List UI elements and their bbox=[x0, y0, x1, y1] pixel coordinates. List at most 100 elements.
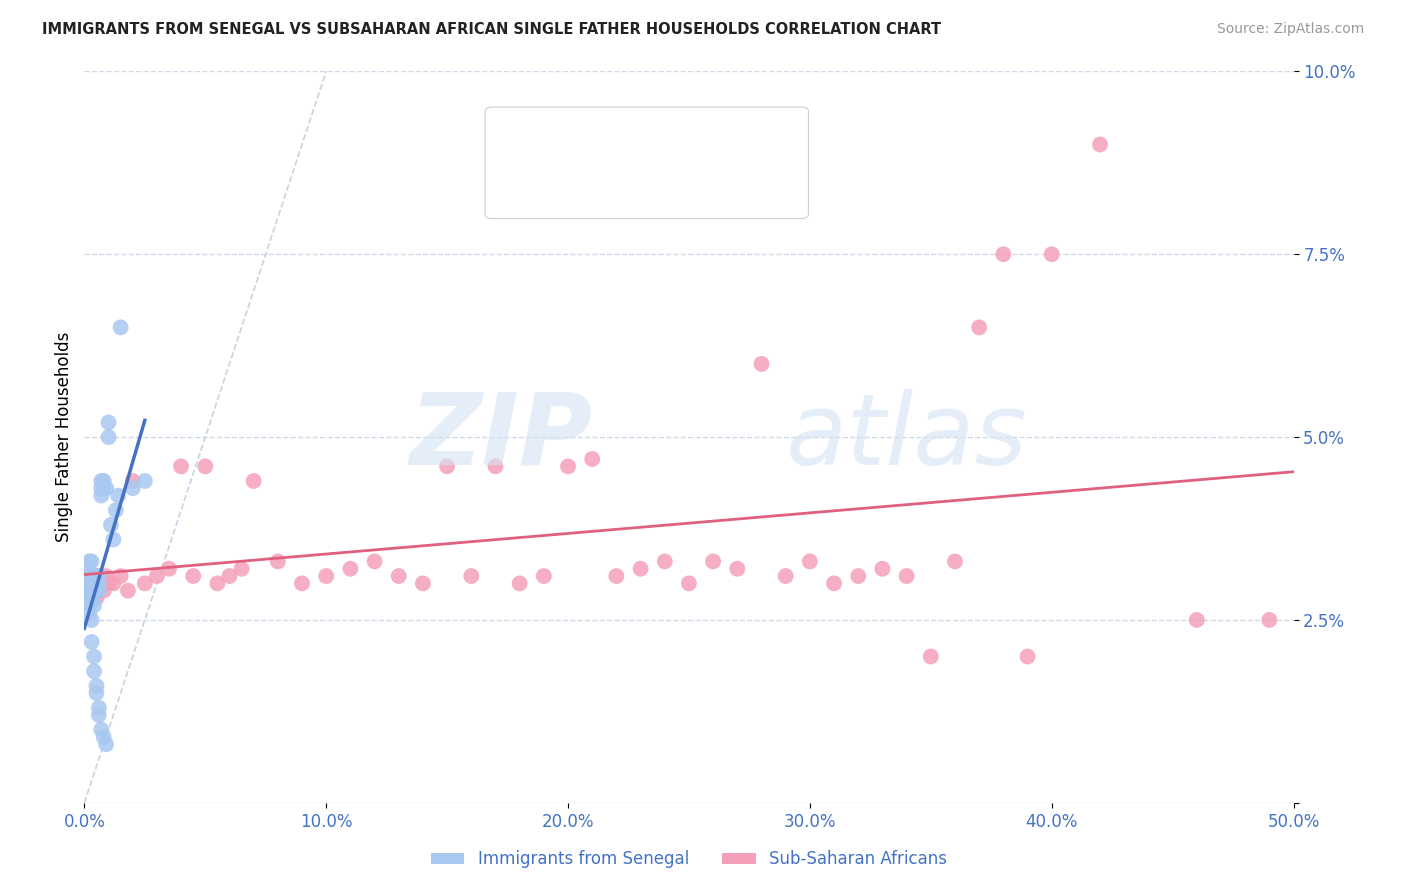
Point bbox=[77, 606, 100, 620]
Point bbox=[846, 569, 869, 583]
Point bbox=[194, 459, 217, 474]
Point bbox=[557, 459, 579, 474]
Point bbox=[86, 583, 108, 598]
Point bbox=[76, 576, 98, 591]
Point bbox=[242, 474, 264, 488]
Point bbox=[751, 357, 773, 371]
Point bbox=[117, 583, 139, 598]
Y-axis label: Single Father Households: Single Father Households bbox=[55, 332, 73, 542]
Point bbox=[181, 569, 204, 583]
Point bbox=[993, 247, 1015, 261]
Point bbox=[103, 576, 125, 591]
Point bbox=[630, 562, 652, 576]
Point bbox=[87, 708, 110, 723]
Point bbox=[110, 569, 132, 583]
Point bbox=[100, 517, 122, 532]
Point bbox=[80, 554, 103, 568]
Point bbox=[80, 569, 103, 583]
Point bbox=[1258, 613, 1281, 627]
Point bbox=[1185, 613, 1208, 627]
Point bbox=[83, 583, 105, 598]
Point bbox=[87, 583, 110, 598]
Point bbox=[121, 474, 143, 488]
Point bbox=[484, 459, 506, 474]
Point bbox=[90, 489, 112, 503]
Point bbox=[231, 562, 253, 576]
Text: R = 0.314   N = 50: R = 0.314 N = 50 bbox=[555, 134, 741, 153]
Point bbox=[83, 664, 105, 678]
Point bbox=[94, 481, 117, 495]
Point bbox=[77, 583, 100, 598]
Point bbox=[134, 576, 156, 591]
Point bbox=[86, 679, 108, 693]
Point bbox=[388, 569, 411, 583]
Point bbox=[93, 474, 115, 488]
Point bbox=[146, 569, 169, 583]
Point bbox=[86, 686, 108, 700]
Point bbox=[533, 569, 555, 583]
Point bbox=[93, 730, 115, 744]
Point bbox=[315, 569, 337, 583]
Point bbox=[207, 576, 229, 591]
Point bbox=[87, 700, 110, 714]
Point bbox=[103, 533, 125, 547]
Point bbox=[702, 554, 724, 568]
Point bbox=[1088, 137, 1111, 152]
Point bbox=[83, 576, 105, 591]
Point bbox=[110, 320, 132, 334]
Point bbox=[76, 576, 98, 591]
Point bbox=[83, 599, 105, 613]
Point bbox=[77, 576, 100, 591]
Text: atlas: atlas bbox=[786, 389, 1028, 485]
Point bbox=[605, 569, 627, 583]
Point bbox=[267, 554, 290, 568]
Point bbox=[104, 503, 127, 517]
Point bbox=[80, 591, 103, 605]
Point bbox=[725, 562, 748, 576]
Legend: Immigrants from Senegal, Sub-Saharan Africans: Immigrants from Senegal, Sub-Saharan Afr… bbox=[425, 844, 953, 875]
Point bbox=[967, 320, 990, 334]
Point bbox=[509, 576, 531, 591]
Point bbox=[77, 569, 100, 583]
Point bbox=[1017, 649, 1039, 664]
Point bbox=[872, 562, 894, 576]
Point bbox=[76, 562, 98, 576]
Point bbox=[97, 576, 120, 591]
Point bbox=[363, 554, 385, 568]
Point bbox=[93, 583, 115, 598]
Point bbox=[80, 583, 103, 598]
Point bbox=[87, 569, 110, 583]
Point bbox=[90, 723, 112, 737]
Point bbox=[87, 569, 110, 583]
Point bbox=[94, 569, 117, 583]
Point bbox=[80, 583, 103, 598]
Point bbox=[93, 481, 115, 495]
Point bbox=[581, 452, 603, 467]
Point bbox=[80, 576, 103, 591]
Point bbox=[920, 649, 942, 664]
Point bbox=[678, 576, 700, 591]
Point bbox=[218, 569, 240, 583]
Point bbox=[97, 430, 120, 444]
Point bbox=[90, 576, 112, 591]
Point bbox=[170, 459, 193, 474]
Point bbox=[339, 562, 361, 576]
Point bbox=[94, 737, 117, 751]
Point bbox=[799, 554, 821, 568]
Point bbox=[86, 569, 108, 583]
Point bbox=[1040, 247, 1063, 261]
Point bbox=[76, 591, 98, 605]
Point bbox=[86, 591, 108, 605]
Point bbox=[943, 554, 966, 568]
Text: ZIP: ZIP bbox=[409, 389, 592, 485]
Text: IMMIGRANTS FROM SENEGAL VS SUBSAHARAN AFRICAN SINGLE FATHER HOUSEHOLDS CORRELATI: IMMIGRANTS FROM SENEGAL VS SUBSAHARAN AF… bbox=[42, 22, 941, 37]
Point bbox=[460, 569, 482, 583]
Point bbox=[412, 576, 434, 591]
Text: R = 0.347   N = 60: R = 0.347 N = 60 bbox=[555, 178, 741, 198]
Point bbox=[896, 569, 918, 583]
Text: Source: ZipAtlas.com: Source: ZipAtlas.com bbox=[1216, 22, 1364, 37]
Point bbox=[77, 599, 100, 613]
Point bbox=[654, 554, 676, 568]
Point bbox=[291, 576, 314, 591]
Point bbox=[83, 649, 105, 664]
